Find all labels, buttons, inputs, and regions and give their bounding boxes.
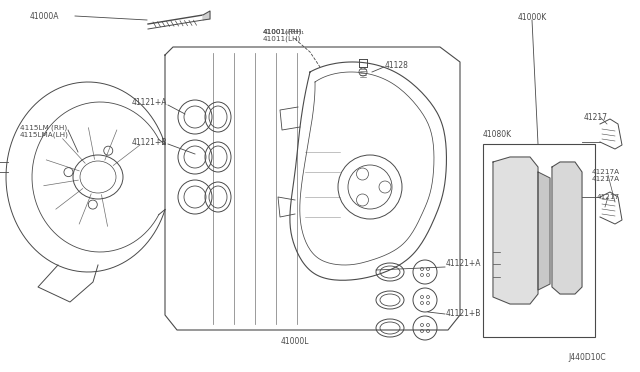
Text: 41121+B: 41121+B [132,138,167,147]
Text: J440D10C: J440D10C [568,353,605,362]
Circle shape [559,217,573,231]
Text: 41217A: 41217A [592,169,620,175]
Text: 4115LM (RH): 4115LM (RH) [20,125,67,131]
Text: 41121+A: 41121+A [131,97,167,106]
Bar [483,144,595,337]
Polygon shape [538,172,550,290]
Text: 41001(RH): 41001(RH) [263,29,302,35]
Text: 4115LMA(LH): 4115LMA(LH) [20,132,69,138]
Text: 41217A: 41217A [592,176,620,182]
Text: 41121+B: 41121+B [446,310,481,318]
Polygon shape [552,162,582,294]
Text: 41000L: 41000L [281,337,309,346]
Text: 41000A: 41000A [30,12,60,20]
Text: 41121+A: 41121+A [446,260,481,269]
Circle shape [505,219,521,235]
Polygon shape [203,11,210,20]
Text: 41001₀(RH₁: 41001₀(RH₁ [263,29,305,35]
Text: 41128: 41128 [385,61,409,70]
Polygon shape [493,157,538,304]
Text: 41080K: 41080K [483,129,512,138]
Text: 41011(LH): 41011(LH) [263,36,301,42]
Text: 41217: 41217 [597,194,620,200]
Text: 41217: 41217 [584,112,608,122]
Text: 41000K: 41000K [517,13,547,22]
